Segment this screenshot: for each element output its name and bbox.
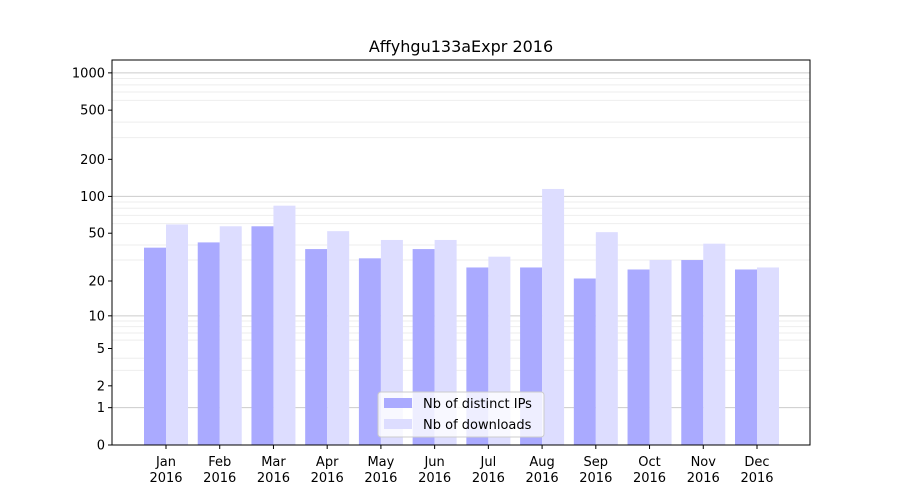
x-tick-label: Oct <box>638 455 660 470</box>
bar-distinct-ips <box>144 247 166 445</box>
chart-title: Affyhgu133aExpr 2016 <box>369 37 553 56</box>
bar-distinct-ips <box>573 278 596 445</box>
bar-distinct-ips <box>681 260 704 445</box>
x-tick-label: Apr <box>316 455 339 470</box>
x-axis: Jan2016Feb2016Mar2016Apr2016May2016Jun20… <box>149 445 774 486</box>
y-tick-label: 200 <box>80 153 105 168</box>
x-tick-label: 2016 <box>740 471 773 486</box>
x-tick-label: 2016 <box>311 471 344 486</box>
x-tick-label: Aug <box>529 455 554 470</box>
legend-label: Nb of distinct IPs <box>423 397 532 412</box>
x-tick-label: 2016 <box>472 471 505 486</box>
bar-distinct-ips <box>358 258 381 445</box>
x-tick-label: Jun <box>423 455 444 470</box>
bar-downloads <box>219 226 242 445</box>
x-tick-label: 2016 <box>364 471 397 486</box>
legend-swatch <box>384 419 412 429</box>
x-tick-label: 2016 <box>526 471 559 486</box>
y-tick-label: 100 <box>80 190 105 205</box>
y-tick-label: 1000 <box>72 66 105 81</box>
legend-swatch <box>384 398 412 408</box>
x-tick-label: 2016 <box>633 471 666 486</box>
y-tick-label: 20 <box>88 275 105 290</box>
x-tick-label: Feb <box>208 455 231 470</box>
y-tick-label: 500 <box>80 104 105 119</box>
bar-distinct-ips <box>251 226 274 445</box>
bar-downloads <box>595 232 618 445</box>
bar-downloads <box>273 205 296 445</box>
y-tick-label: 50 <box>88 227 105 242</box>
x-tick-label: Jan <box>155 455 176 470</box>
bar-downloads <box>327 231 350 445</box>
x-tick-label: 2016 <box>687 471 720 486</box>
x-tick-label: Jul <box>480 455 497 470</box>
bar-downloads <box>703 243 726 445</box>
y-axis: 0 1 2 5 10 20 50 100 200 500 1000 <box>72 66 112 454</box>
x-tick-label: 2016 <box>257 471 290 486</box>
y-tick-label: 0 <box>97 439 105 454</box>
bar-distinct-ips <box>735 269 757 445</box>
x-tick-label: Mar <box>261 455 286 470</box>
y-tick-label: 2 <box>97 379 105 394</box>
y-tick-label: 5 <box>97 342 105 357</box>
x-tick-label: Sep <box>584 455 609 470</box>
x-tick-label: 2016 <box>149 471 182 486</box>
bar-downloads <box>757 267 779 445</box>
bar-downloads <box>166 224 188 445</box>
x-tick-label: 2016 <box>203 471 236 486</box>
x-tick-label: 2016 <box>418 471 451 486</box>
x-tick-label: Dec <box>744 455 769 470</box>
legend-label: Nb of downloads <box>423 418 532 433</box>
legend: Nb of distinct IPs Nb of downloads <box>377 391 545 438</box>
bar-distinct-ips <box>305 249 328 445</box>
y-tick-label: 1 <box>97 401 105 416</box>
x-tick-label: May <box>367 455 394 470</box>
x-tick-label: Nov <box>691 455 717 470</box>
x-tick-label: 2016 <box>579 471 612 486</box>
bar-downloads <box>542 188 565 445</box>
bar-distinct-ips <box>197 242 220 445</box>
bar-downloads <box>649 260 672 445</box>
legend-box <box>377 391 545 438</box>
bar-distinct-ips <box>627 269 650 445</box>
y-tick-label: 10 <box>88 309 105 324</box>
plot-frame <box>111 59 811 446</box>
